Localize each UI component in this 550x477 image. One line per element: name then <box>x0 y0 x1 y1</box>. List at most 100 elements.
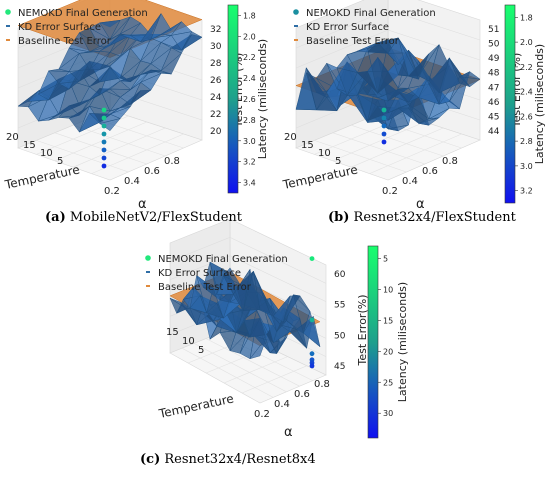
z-tick-label: 46 <box>488 98 500 108</box>
kd-surface-facet <box>303 315 321 348</box>
kd-surface-facet <box>458 71 481 80</box>
kd-surface-facet <box>140 72 162 91</box>
grid-line <box>314 140 407 173</box>
z-tick-label: 32 <box>210 25 221 35</box>
y-tick-label: 0.4 <box>274 399 290 410</box>
nemokd-point <box>381 131 387 137</box>
z-tick-label: 48 <box>488 69 500 79</box>
legend-nemokd-marker <box>5 9 11 15</box>
z-tick-label: 47 <box>488 83 499 93</box>
z-axis-title: Test Error(%) <box>356 294 369 366</box>
colorbar-tick-label: 3.2 <box>243 158 256 167</box>
legend-nemokd-marker <box>145 255 151 261</box>
grid-line <box>36 140 129 173</box>
z-tick-label: 44 <box>488 127 500 137</box>
nemokd-point <box>381 123 387 129</box>
z-tick-label: 45 <box>334 362 345 372</box>
grid-line <box>73 127 166 168</box>
x-axis-title: Temperature <box>157 391 235 421</box>
colorbar-tick-label: 5 <box>383 254 388 263</box>
y-axis-title: α <box>138 197 147 212</box>
colorbar-tick-label: 2.2 <box>243 53 256 62</box>
legend-nemokd-label: NEMOKD Final Generation <box>158 254 288 265</box>
caption-c-text: Resnet32x4/Resnet8x4 <box>164 452 316 467</box>
x-tick-label: 15 <box>301 140 314 151</box>
x-axis-title: Temperature <box>3 162 81 192</box>
y-tick-label: 0.2 <box>254 409 270 420</box>
nemokd-point <box>309 317 315 323</box>
colorbar-tick-label: 2.4 <box>520 88 533 97</box>
grid-line <box>169 237 231 262</box>
x-tick-label: 5 <box>335 156 341 167</box>
y-tick-label: 0.6 <box>294 389 310 400</box>
caption-b-label: (b) <box>328 210 350 225</box>
z-tick-label: 24 <box>210 93 222 103</box>
y-tick-label: 0.4 <box>402 176 418 187</box>
y-axis-title: α <box>284 425 293 440</box>
x-tick-label: 20 <box>284 132 297 143</box>
nemokd-point <box>381 139 387 145</box>
grid-line <box>229 237 327 284</box>
colorbar-title: Latency (miliseconds) <box>396 282 409 402</box>
colorbar-tick-label: 30 <box>383 409 393 418</box>
z-tick-label: 50 <box>334 331 346 341</box>
legend-kd-label: KD Error Surface <box>18 22 101 33</box>
colorbar-tick-label: 3.0 <box>520 162 533 171</box>
nemokd-point <box>101 115 107 121</box>
z-tick-label: 55 <box>334 301 345 311</box>
z-tick-label: 20 <box>210 127 222 137</box>
colorbar-tick-label: 2.8 <box>243 116 256 125</box>
grid-line <box>295 29 389 69</box>
colorbar <box>227 4 239 194</box>
grid-line <box>387 29 481 61</box>
colorbar-tick-label: 3.0 <box>243 137 256 146</box>
x-axis-title: Temperature <box>281 162 359 192</box>
caption-c: (c) Resnet32x4/Resnet8x4 <box>140 452 316 467</box>
y-axis-title: α <box>416 197 425 212</box>
grid-line <box>295 9 389 49</box>
colorbar-tick-label: 2.8 <box>520 137 533 146</box>
nemokd-point <box>309 363 315 369</box>
legend: NEMOKD Final Generation KD Error Surface B… <box>5 8 148 47</box>
grid-line <box>332 121 425 162</box>
colorbar-tick-label: 3.4 <box>243 179 256 188</box>
caption-a-text: MobileNetV2/FlexStudent <box>69 210 242 225</box>
legend: NEMOKD Final Generation KD Error Surface B… <box>145 254 288 293</box>
legend-baseline-label: Baseline Test Error <box>306 36 400 47</box>
kd-surface-facet <box>109 106 132 119</box>
grid-line <box>332 132 425 165</box>
caption-a: (a) MobileNetV2/FlexStudent <box>45 210 242 225</box>
colorbar-tick-label: 1.8 <box>520 13 533 22</box>
colorbar-tick-label: 3.2 <box>520 187 533 196</box>
caption-c-label: (c) <box>140 452 161 467</box>
y-tick-label: 0.2 <box>382 186 398 197</box>
grid-line <box>181 347 274 398</box>
legend-kd-label: KD Error Surface <box>306 22 389 33</box>
caption-a-label: (a) <box>45 210 66 225</box>
nemokd-point <box>101 107 107 113</box>
nemokd-point <box>101 147 107 153</box>
floor-pane <box>295 109 481 181</box>
legend: NEMOKD Final Generation KD Error Surface B… <box>293 8 436 47</box>
legend-nemokd-label: NEMOKD Final Generation <box>306 8 436 19</box>
colorbar-tick-label: 20 <box>383 347 393 356</box>
legend-baseline-label: Baseline Test Error <box>18 36 112 47</box>
nemokd-point <box>101 131 107 137</box>
nemokd-point <box>309 351 315 357</box>
colorbar-tick-label: 2.4 <box>243 74 256 83</box>
z-tick-label: 51 <box>488 25 499 35</box>
colorbar-tick-label: 2.0 <box>243 32 256 41</box>
z-tick-label: 45 <box>488 112 499 122</box>
x-tick-label: 10 <box>40 148 53 159</box>
z-tick-label: 49 <box>488 54 500 64</box>
kd-surface-facet <box>428 108 450 120</box>
y-tick-label: 0.8 <box>442 156 458 167</box>
kd-surface-facet <box>249 337 267 360</box>
legend-nemokd-marker <box>293 9 299 15</box>
kd-surface-facet <box>150 69 172 75</box>
grid-line <box>351 124 444 157</box>
colorbar-tick-label: 15 <box>383 316 393 325</box>
